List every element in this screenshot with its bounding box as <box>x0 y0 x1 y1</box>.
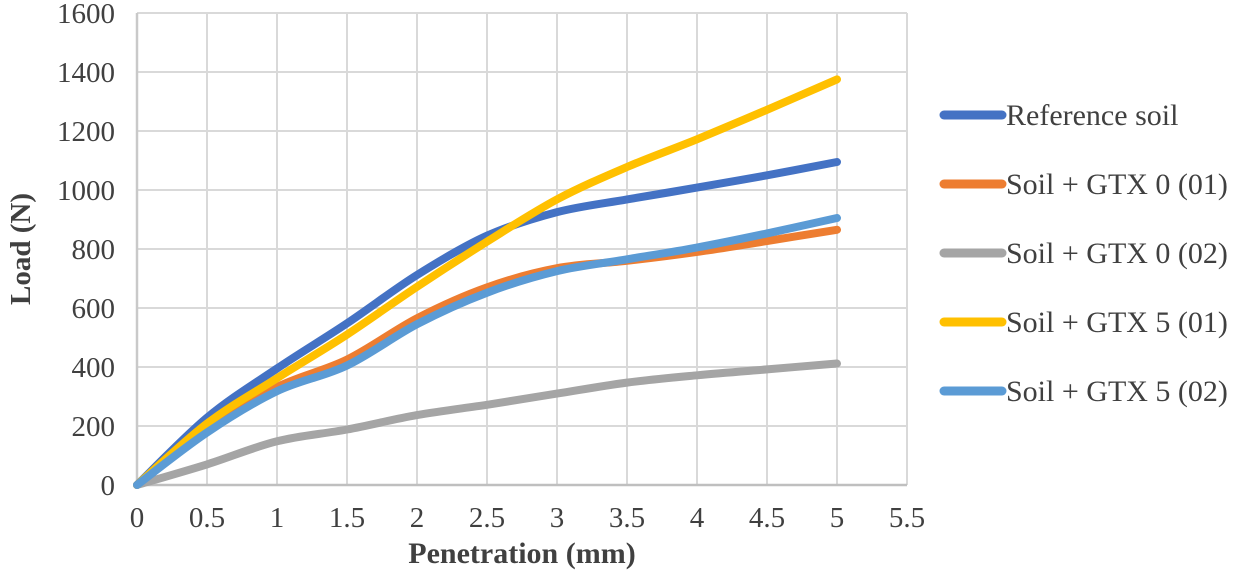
series-line-soil-gtx-5-02 <box>133 214 841 489</box>
x-tick-label: 2.5 <box>469 502 505 534</box>
series-line-soil-gtx-0-02 <box>133 359 841 489</box>
series-line-reference-soil <box>133 158 841 489</box>
legend: Reference soil Soil + GTX 0 (01) Soil + GT… <box>939 99 1228 408</box>
y-tick-label: 600 <box>72 293 116 325</box>
x-tick-label: 5 <box>830 502 845 534</box>
legend-item-soil-gtx-0-02: Soil + GTX 0 (02) <box>939 237 1228 270</box>
legend-item-soil-gtx-0-01: Soil + GTX 0 (01) <box>939 168 1228 201</box>
y-tick-label: 1000 <box>57 175 115 207</box>
x-tick-label: 3 <box>550 502 565 534</box>
y-tick-label: 200 <box>72 411 116 443</box>
y-tick-label: 800 <box>72 234 116 266</box>
legend-label: Reference soil <box>1006 99 1178 132</box>
x-tick-label: 0.5 <box>189 502 225 534</box>
y-tick-label: 1200 <box>57 116 115 148</box>
legend-label: Soil + GTX 0 (02) <box>1006 237 1228 270</box>
y-tick-label: 1400 <box>57 57 115 89</box>
x-tick-label: 4 <box>690 502 705 534</box>
series-lines <box>133 75 841 489</box>
tick-labels: 0 0.5 1 1.5 2 2.5 3 3.5 4 4.5 5 5.5 0 200 400 600 800 100… <box>57 0 925 534</box>
x-tick-label: 0 <box>130 502 145 534</box>
axis-lines <box>135 13 907 487</box>
legend-label: Soil + GTX 0 (01) <box>1006 168 1228 201</box>
gridlines <box>137 12 908 485</box>
legend-item-soil-gtx-5-01: Soil + GTX 5 (01) <box>939 306 1228 339</box>
legend-item-reference-soil: Reference soil <box>939 99 1178 132</box>
legend-label: Soil + GTX 5 (01) <box>1006 306 1228 339</box>
y-axis-title: Load (N) <box>5 193 37 305</box>
y-tick-label: 400 <box>72 352 116 384</box>
x-tick-label: 3.5 <box>609 502 645 534</box>
x-axis-title: Penetration (mm) <box>408 537 635 570</box>
x-tick-label: 5.5 <box>889 502 925 534</box>
x-tick-label: 1 <box>270 502 285 534</box>
series-line-soil-gtx-5-01 <box>133 75 841 489</box>
x-tick-label: 1.5 <box>329 502 365 534</box>
legend-item-soil-gtx-5-02: Soil + GTX 5 (02) <box>939 375 1228 408</box>
x-tick-label: 2 <box>410 502 425 534</box>
legend-label: Soil + GTX 5 (02) <box>1006 375 1228 408</box>
y-tick-label: 1600 <box>57 0 115 30</box>
x-tick-label: 4.5 <box>749 502 785 534</box>
y-tick-label: 0 <box>101 470 116 502</box>
